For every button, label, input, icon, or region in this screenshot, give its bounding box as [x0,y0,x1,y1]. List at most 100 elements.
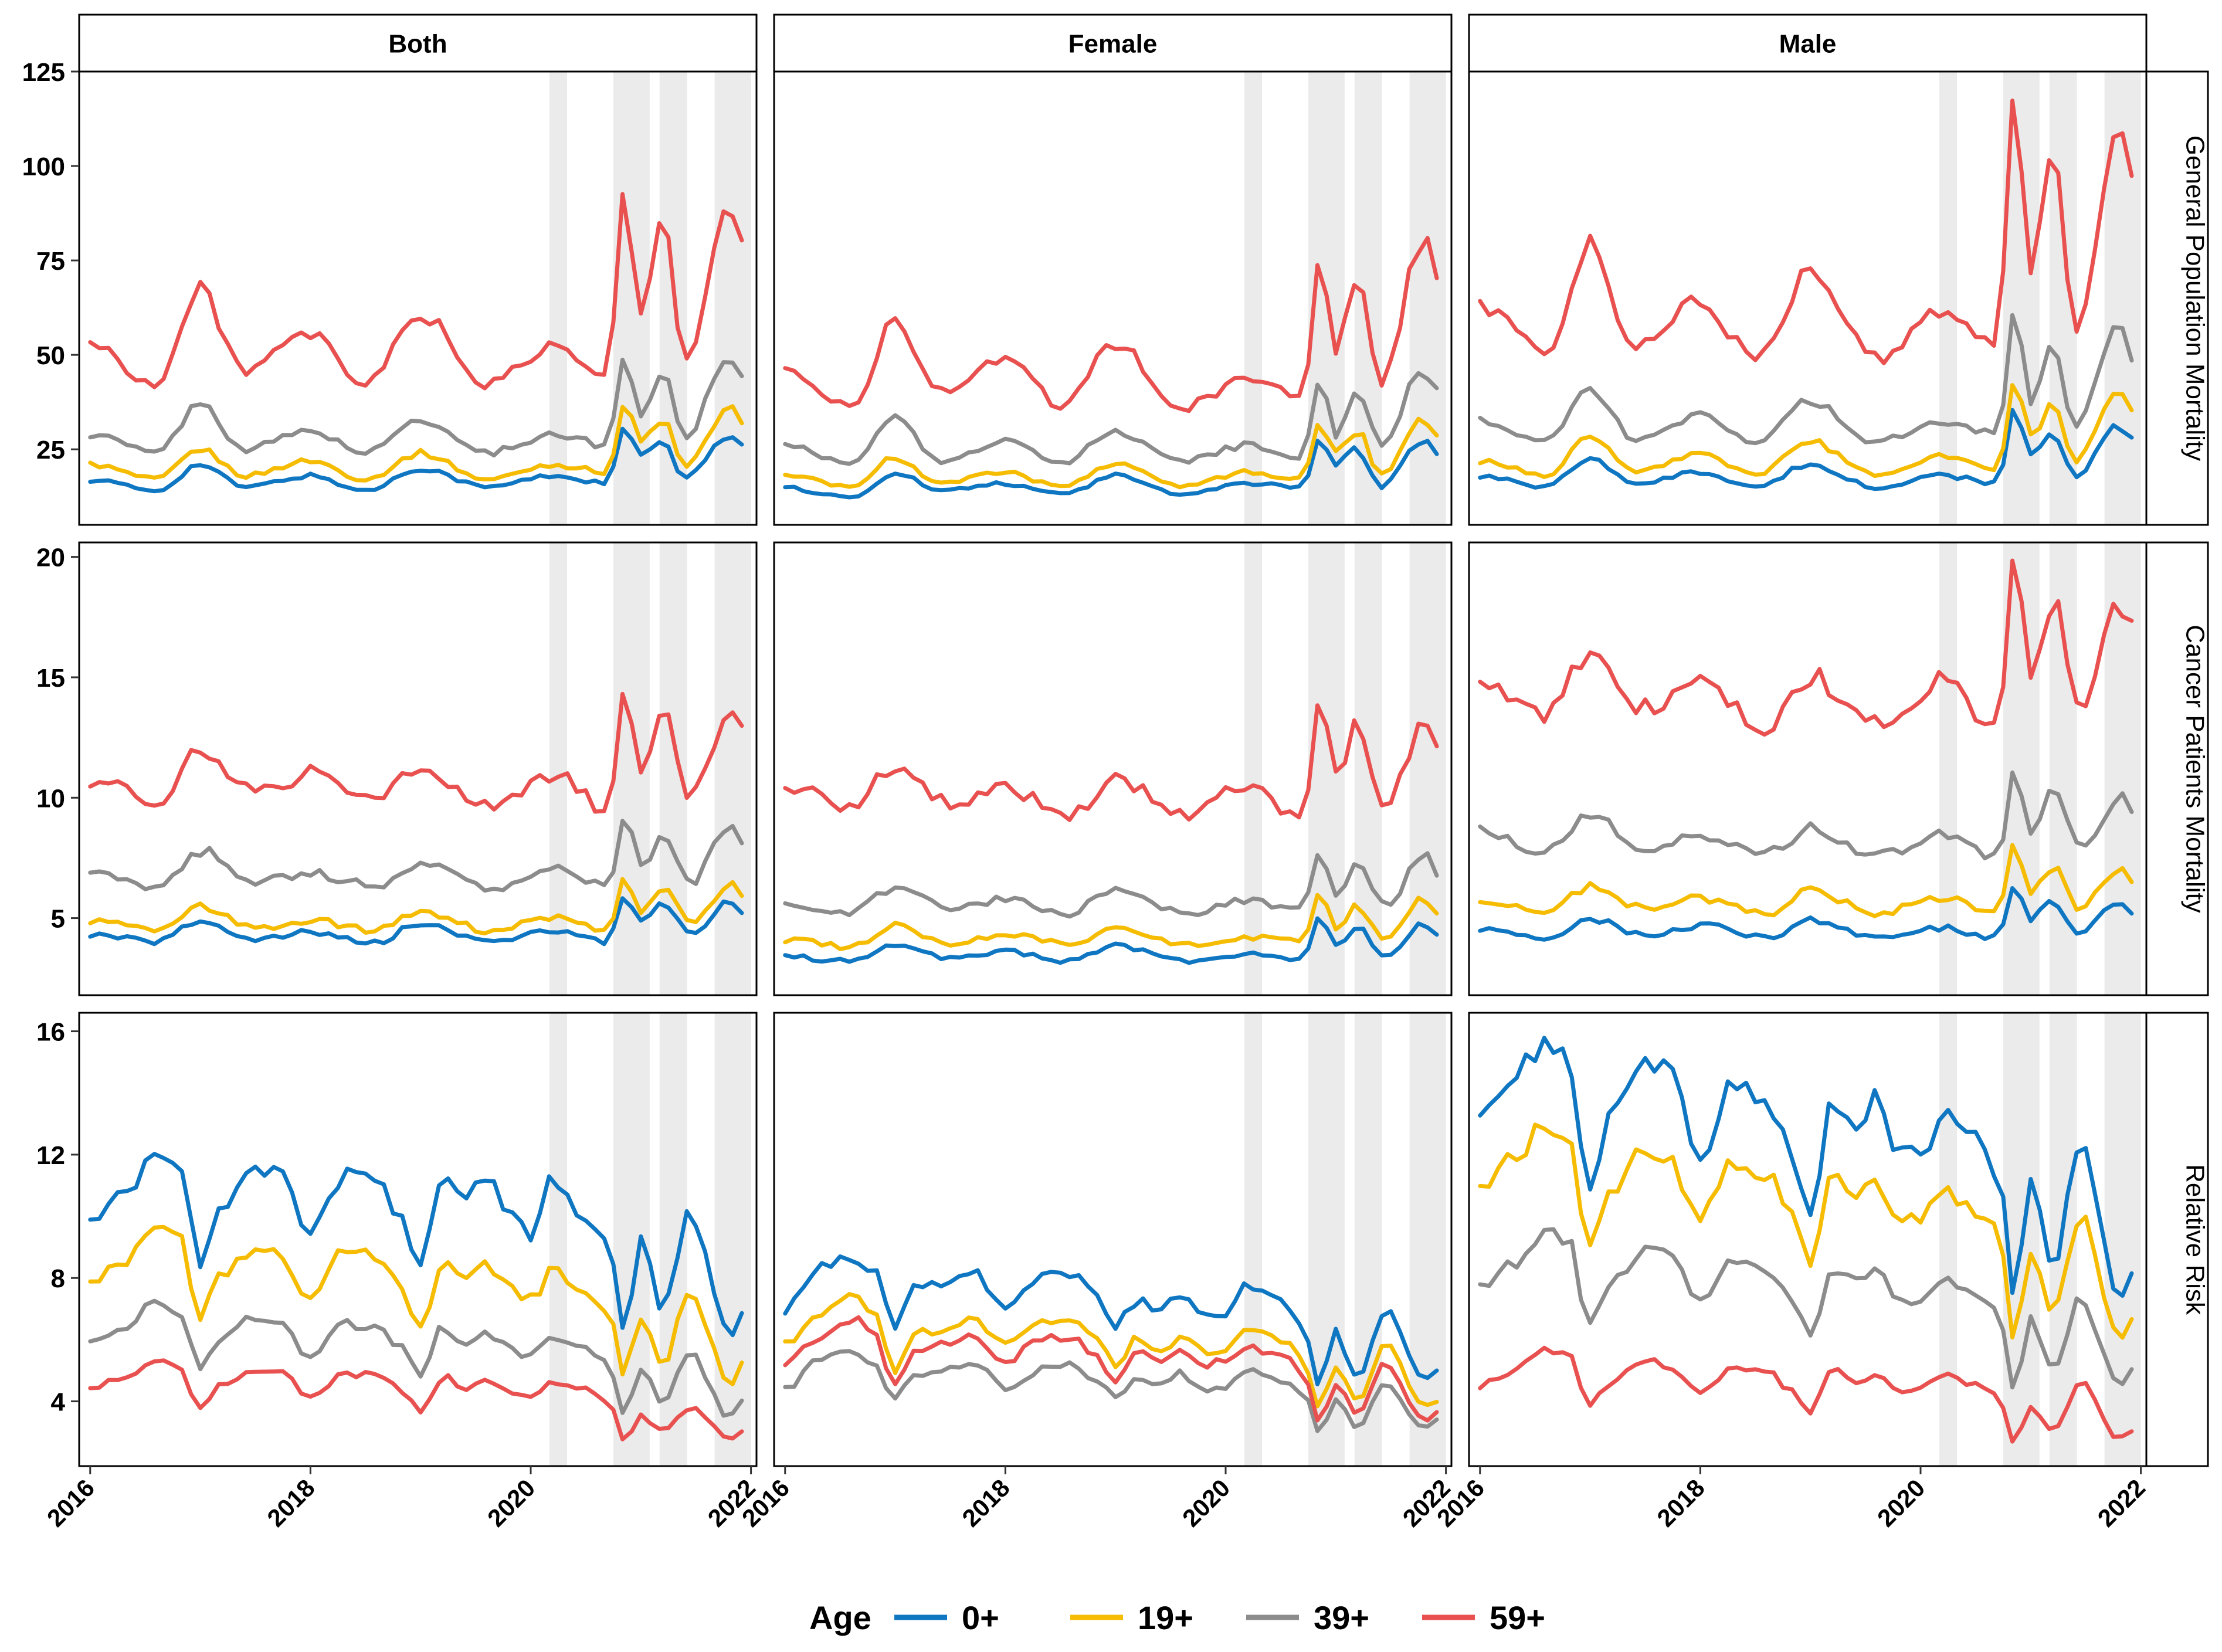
shaded-period [549,542,567,995]
y-tick-label: 16 [36,1018,65,1047]
y-tick-label: 75 [36,247,65,276]
series-line-39-plus [1478,770,2134,860]
shaded-period [1244,542,1262,995]
series-line-0-plus [88,896,744,947]
y-tick-label: 4 [51,1388,66,1417]
column-strip-box [78,13,758,73]
series-line-19-plus [783,416,1439,490]
column-strip: Both [78,13,758,73]
series-line-39-plus [783,851,1439,919]
y-tick-label: 10 [36,784,65,813]
row-strip-label: Relative Risk [2181,1164,2210,1315]
series-line-0-plus [783,916,1439,965]
column-strips: Both Female Male [78,13,2148,73]
shaded-period [549,72,567,525]
series-line-0-plus [1478,408,2134,491]
series-line-59-plus [88,192,744,391]
series-line-39-plus [783,371,1439,466]
row-strip-label: General Population Mortality [2181,135,2210,461]
x-tick-label: 2018 [1651,1474,1709,1532]
series-line-19-plus [783,893,1439,951]
column-strip-label: Male [1779,30,1837,59]
x-tick-label: 2018 [262,1474,320,1532]
shaded-period [2049,542,2077,995]
shaded-period [1939,72,1957,525]
shaded-period [549,1013,567,1466]
shaded-period [1244,72,1262,525]
legend-entry-label: 59+ [1490,1599,1545,1636]
series-line-39-plus [783,1349,1439,1433]
panel-cancer-patients-mortality-female [773,541,1453,996]
series-line-39-plus [88,358,744,458]
panel-cancer-patients-mortality-both: 5 10 15 20 [36,541,758,996]
column-strip-label: Female [1068,30,1158,59]
y-tick-label: 25 [36,436,65,464]
row-strip: Cancer Patients Mortality [2145,541,2210,996]
shaded-period [1409,1013,1446,1466]
x-tick-label: 2018 [956,1474,1015,1532]
y-tick-label: 50 [36,341,65,370]
panel-border [78,70,758,526]
series-line-0-plus [88,426,744,494]
series-line-19-plus [1478,1122,2134,1340]
series-line-19-plus [1478,843,2134,918]
shaded-period [714,1013,751,1466]
x-tick-label: 2016 [42,1474,100,1532]
y-tick-label: 15 [36,664,65,693]
legend-entry-label: 39+ [1314,1599,1369,1636]
series-line-59-plus [1478,1345,2134,1444]
y-tick-label: 125 [22,58,65,87]
series-line-59-plus [783,1315,1439,1423]
shaded-period [714,542,751,995]
panel-border [773,1012,1453,1467]
legend-entry-label: 19+ [1138,1599,1193,1636]
row-strip: Relative Risk [2145,1012,2210,1467]
series-line-19-plus [88,877,744,935]
panel-border [78,1012,758,1467]
row-strip-box [2145,70,2209,526]
y-tick-label: 5 [51,905,65,934]
series-line-39-plus [1478,313,2134,446]
y-tick-label: 8 [51,1264,65,1293]
row-strips: General Population Mortality Cancer Patie… [2145,70,2210,1467]
legend-entry-label: 0+ [962,1599,999,1636]
panel-relative-risk-male: 2016 2018 2020 2022 [1431,1012,2150,1532]
legend: Age 0+ 19+ 39+ 59+ [809,1599,1545,1636]
panel-general-population-mortality-female [773,70,1453,526]
panel-cancer-patients-mortality-male [1468,541,2148,996]
shaded-period [659,542,687,995]
series-line-59-plus [783,236,1439,413]
column-strip-box [1468,13,2148,73]
x-tick-label: 2020 [1872,1474,1930,1532]
panel-general-population-mortality-male [1468,70,2148,526]
facet-panels: 25 50 75 100 125 5 10 15 20 4 8 12 16 2016 2018 2020 202… [22,58,2150,1532]
column-strip: Male [1468,13,2148,73]
shaded-period [1409,72,1446,525]
series-line-39-plus [88,819,744,893]
row-strip: General Population Mortality [2145,70,2210,526]
legend-title: Age [809,1599,871,1636]
series-line-39-plus [88,1298,744,1418]
series-line-59-plus [88,1358,744,1441]
series-line-0-plus [783,1254,1439,1386]
y-tick-label: 12 [36,1141,65,1170]
shaded-period [2104,1013,2141,1466]
panel-border [773,541,1453,996]
series-line-0-plus [88,1152,744,1338]
panel-border [78,541,758,996]
series-line-59-plus [88,691,744,814]
series-line-19-plus [88,404,744,483]
y-tick-label: 20 [36,544,65,572]
series-line-19-plus [1478,383,2134,479]
row-strip-box [2145,541,2209,996]
shaded-period [1939,1013,1957,1466]
row-strip-label: Cancer Patients Mortality [2181,625,2210,913]
column-strip-box [773,13,1453,73]
panel-general-population-mortality-both: 25 50 75 100 125 [22,58,758,526]
x-tick-label: 2022 [2092,1474,2150,1532]
shaded-period [1939,542,1957,995]
column-strip-label: Both [388,30,447,59]
